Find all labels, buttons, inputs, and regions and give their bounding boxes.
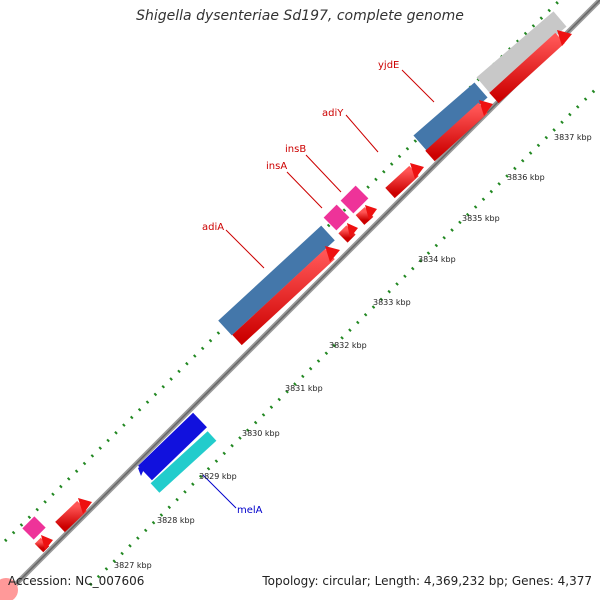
tick-label: 3836 kbp: [507, 173, 545, 182]
tick-label: 3827 kbp: [114, 561, 152, 570]
corner-marker: [0, 578, 18, 600]
feature-cds: [355, 205, 377, 225]
feature-melA: [138, 412, 207, 481]
feature-cds: [338, 223, 358, 243]
tick-label: 3828 kbp: [157, 516, 195, 525]
label-connector: [202, 474, 237, 509]
tick-label: 3829 kbp: [199, 472, 237, 481]
gene-label-melA: melA: [237, 505, 263, 516]
tick-label: 3833 kbp: [373, 298, 411, 307]
gene-label-insB: insB: [285, 144, 306, 155]
feature-cds: [232, 246, 340, 346]
feature-pink-left: [22, 516, 46, 540]
label-connector: [225, 229, 265, 269]
tick-label: 3837 kbp: [554, 133, 592, 142]
feature-cyan: [150, 431, 217, 493]
feature-yjdE: [413, 82, 488, 151]
gene-label-adiA: adiA: [202, 222, 224, 233]
gene-label-adiY: adiY: [322, 108, 344, 119]
gene-label-insA: insA: [266, 161, 287, 172]
feature-insA: [323, 204, 350, 231]
tick-label: 3835 kbp: [462, 214, 500, 223]
label-connector: [345, 114, 379, 153]
label-connector: [305, 154, 342, 193]
tick-label: 3832 kbp: [329, 341, 367, 350]
map-title: Shigella dysenteriae Sd197, complete gen…: [136, 8, 464, 24]
tick-label: 3831 kbp: [285, 384, 323, 393]
feature-insB: [340, 185, 369, 214]
label-connector: [401, 69, 435, 103]
inner-dot-track: [88, 83, 600, 587]
tick-label: 3830 kbp: [242, 429, 280, 438]
feature-cds: [385, 163, 424, 199]
accession-text: Accession: NC_007606: [8, 574, 145, 588]
feature-cds: [55, 498, 92, 533]
feature-cds: [489, 30, 572, 104]
feature-cds: [425, 100, 493, 162]
feature-grey: [476, 11, 567, 93]
label-connector: [286, 171, 323, 209]
feature-adiA: [218, 225, 335, 336]
topology-summary: Topology: circular; Length: 4,369,232 bp…: [262, 574, 592, 588]
tick-label: 3834 kbp: [418, 255, 456, 264]
gene-label-yjdE: yjdE: [378, 60, 399, 71]
feature-cds: [34, 535, 53, 553]
